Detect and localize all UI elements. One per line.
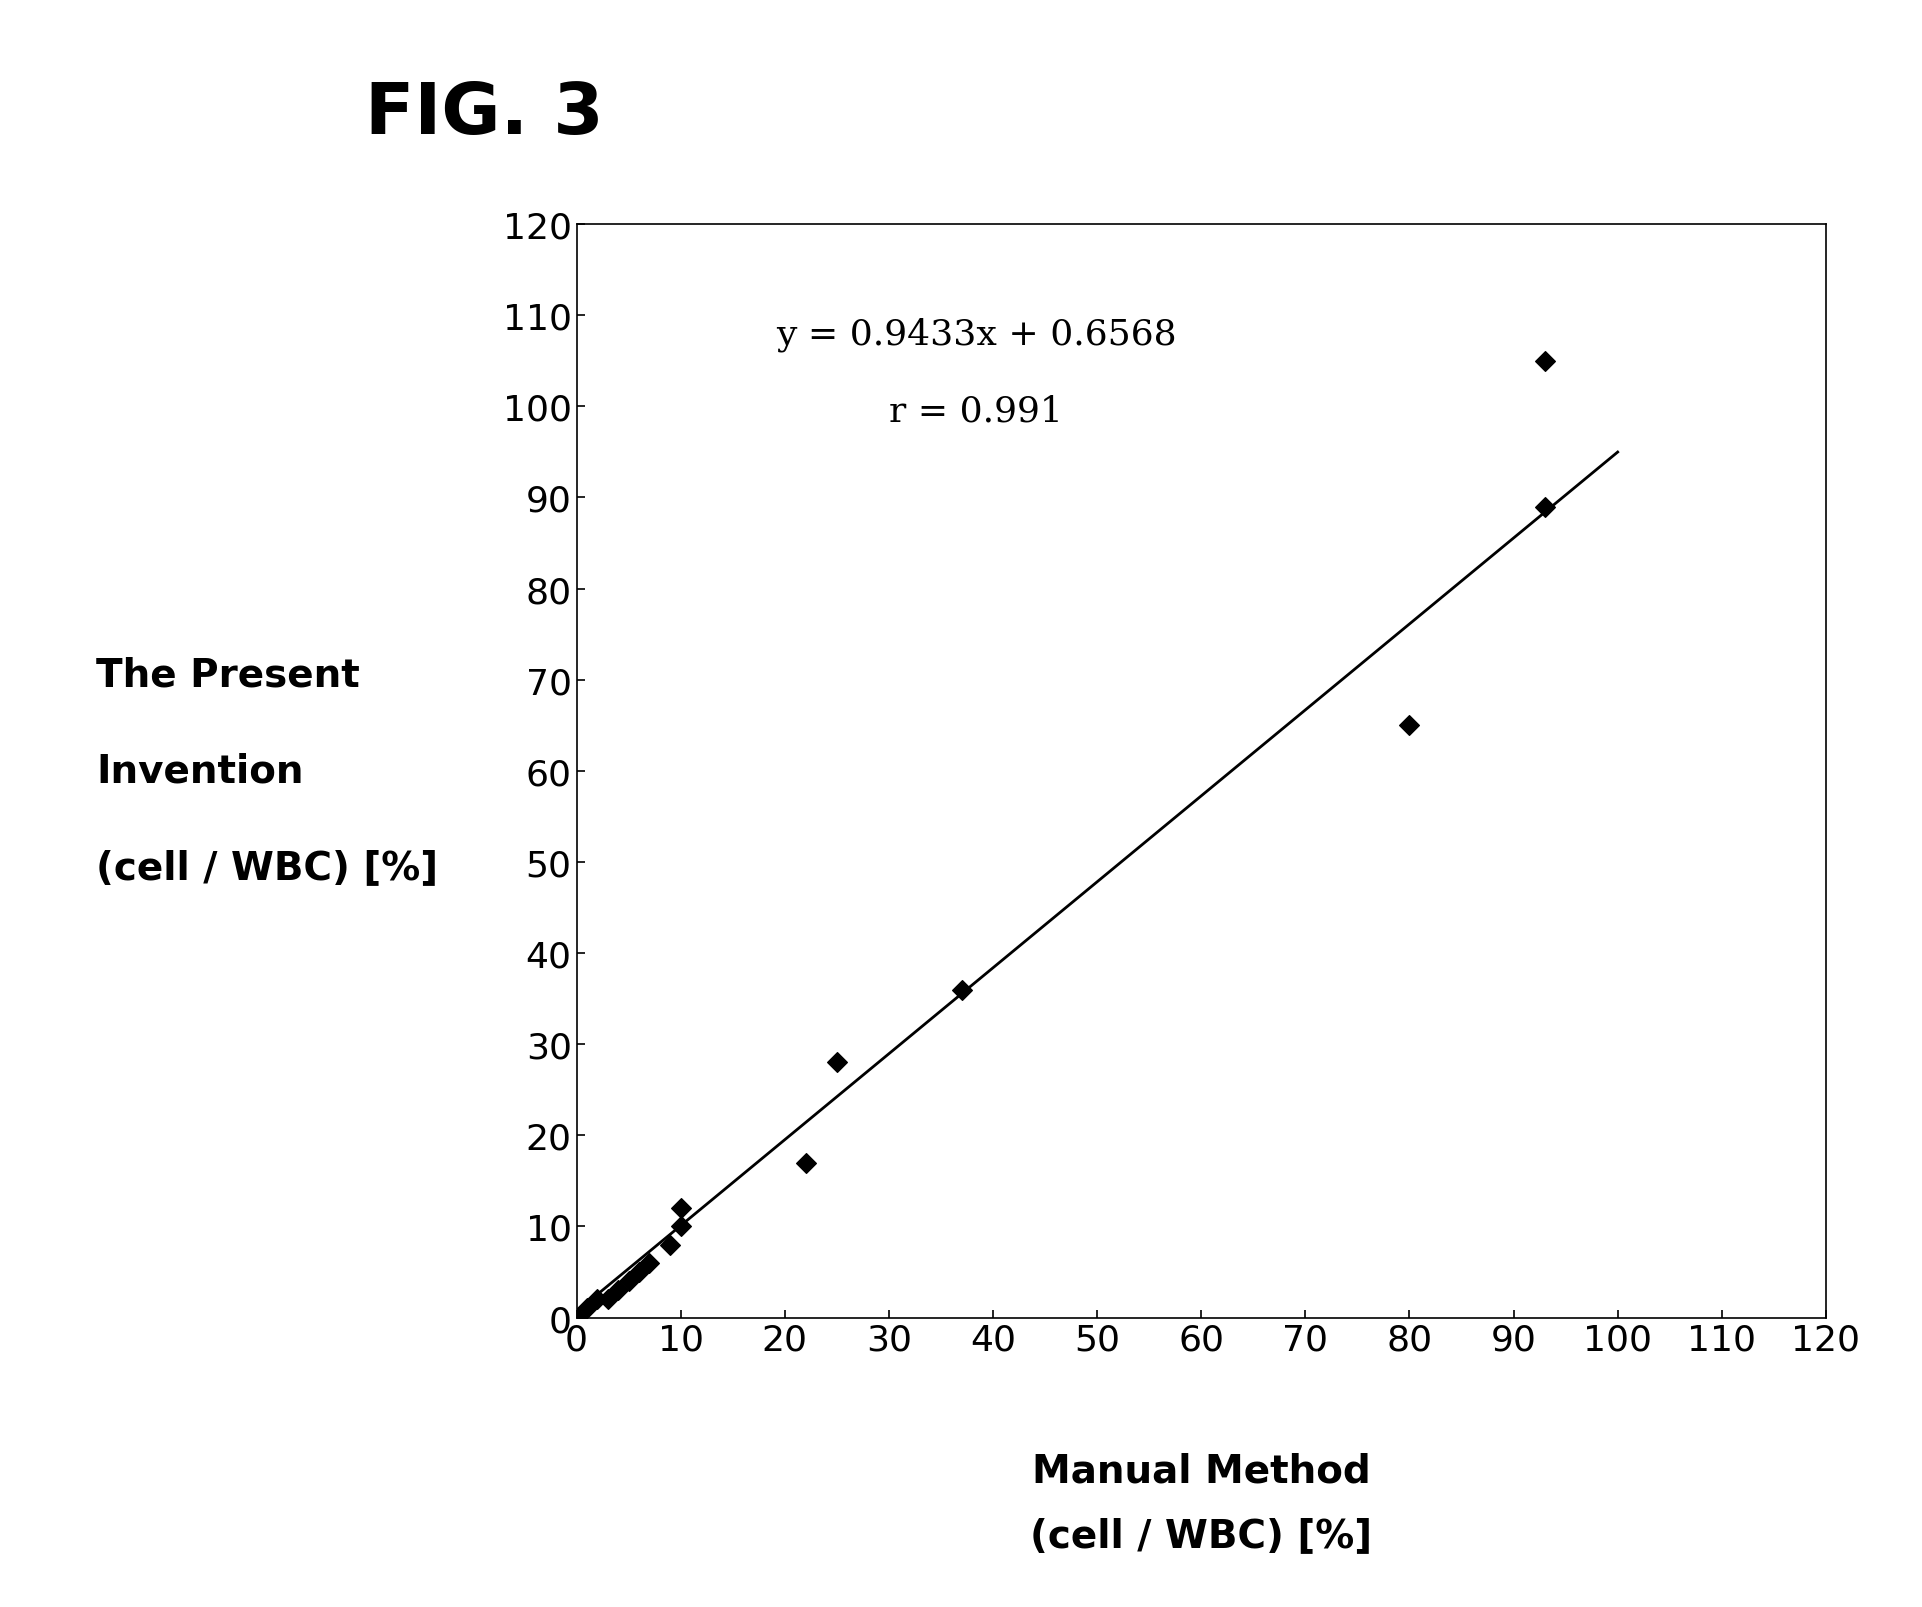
- Text: (cell / WBC) [%]: (cell / WBC) [%]: [1030, 1515, 1372, 1554]
- Point: [592, 1287, 623, 1313]
- Point: [625, 1260, 655, 1286]
- Point: [604, 1278, 634, 1303]
- Point: [571, 1295, 602, 1321]
- Point: [665, 1213, 696, 1239]
- Point: [1393, 714, 1424, 739]
- Text: Invention: Invention: [96, 752, 304, 791]
- Text: Manual Method: Manual Method: [1032, 1451, 1370, 1490]
- Point: [561, 1305, 592, 1331]
- Point: [665, 1196, 696, 1221]
- Point: [655, 1233, 686, 1258]
- Text: (cell / WBC) [%]: (cell / WBC) [%]: [96, 848, 438, 887]
- Point: [634, 1250, 665, 1276]
- Point: [946, 977, 976, 1003]
- Point: [1530, 349, 1561, 374]
- Text: FIG. 3: FIG. 3: [365, 80, 604, 149]
- Point: [1530, 495, 1561, 521]
- Point: [582, 1287, 613, 1313]
- Point: [613, 1268, 644, 1294]
- Point: [790, 1151, 821, 1176]
- Text: y = 0.9433x + 0.6568: y = 0.9433x + 0.6568: [776, 317, 1176, 352]
- Text: The Present: The Present: [96, 656, 359, 694]
- Text: r = 0.991: r = 0.991: [890, 394, 1063, 427]
- Point: [821, 1049, 851, 1075]
